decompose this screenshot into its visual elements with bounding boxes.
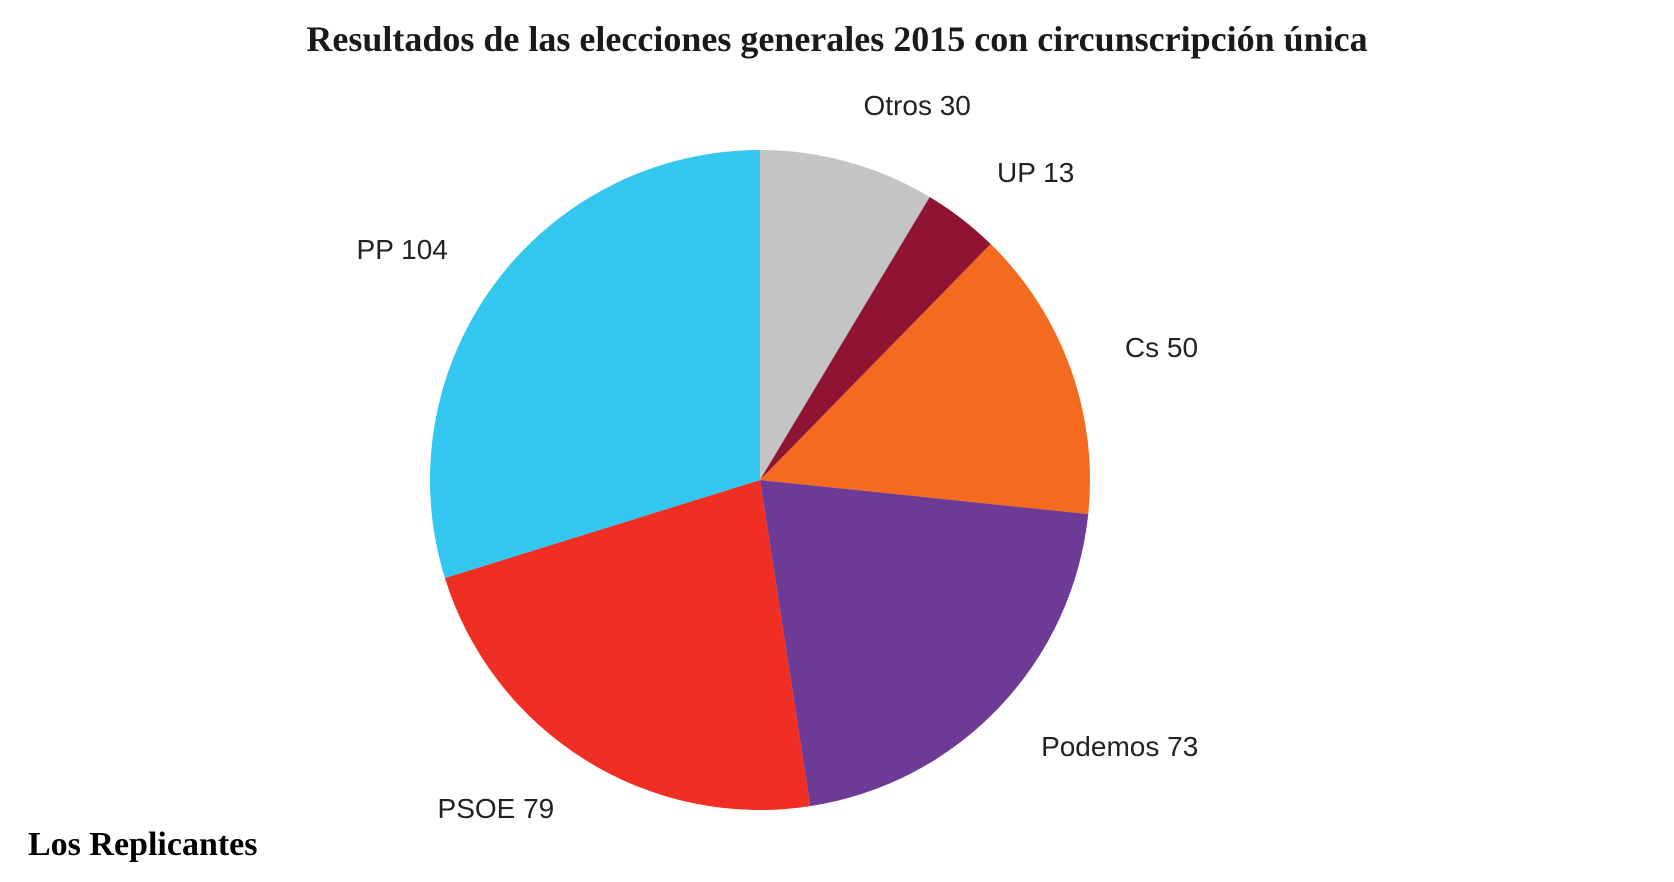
pie-label-otros: Otros 30 (864, 90, 971, 122)
pie-label-psoe: PSOE 79 (438, 793, 555, 825)
branding-text: Los Replicantes (28, 826, 258, 864)
pie-label-pp: PP 104 (357, 234, 448, 266)
chart-container: Resultados de las elecciones generales 2… (0, 0, 1674, 882)
pie-label-podemos: Podemos 73 (1041, 731, 1198, 763)
pie-label-cs: Cs 50 (1125, 332, 1198, 364)
pie-chart (0, 0, 1674, 882)
pie-label-up: UP 13 (997, 157, 1074, 189)
pie-slice-podemos (760, 480, 1088, 806)
